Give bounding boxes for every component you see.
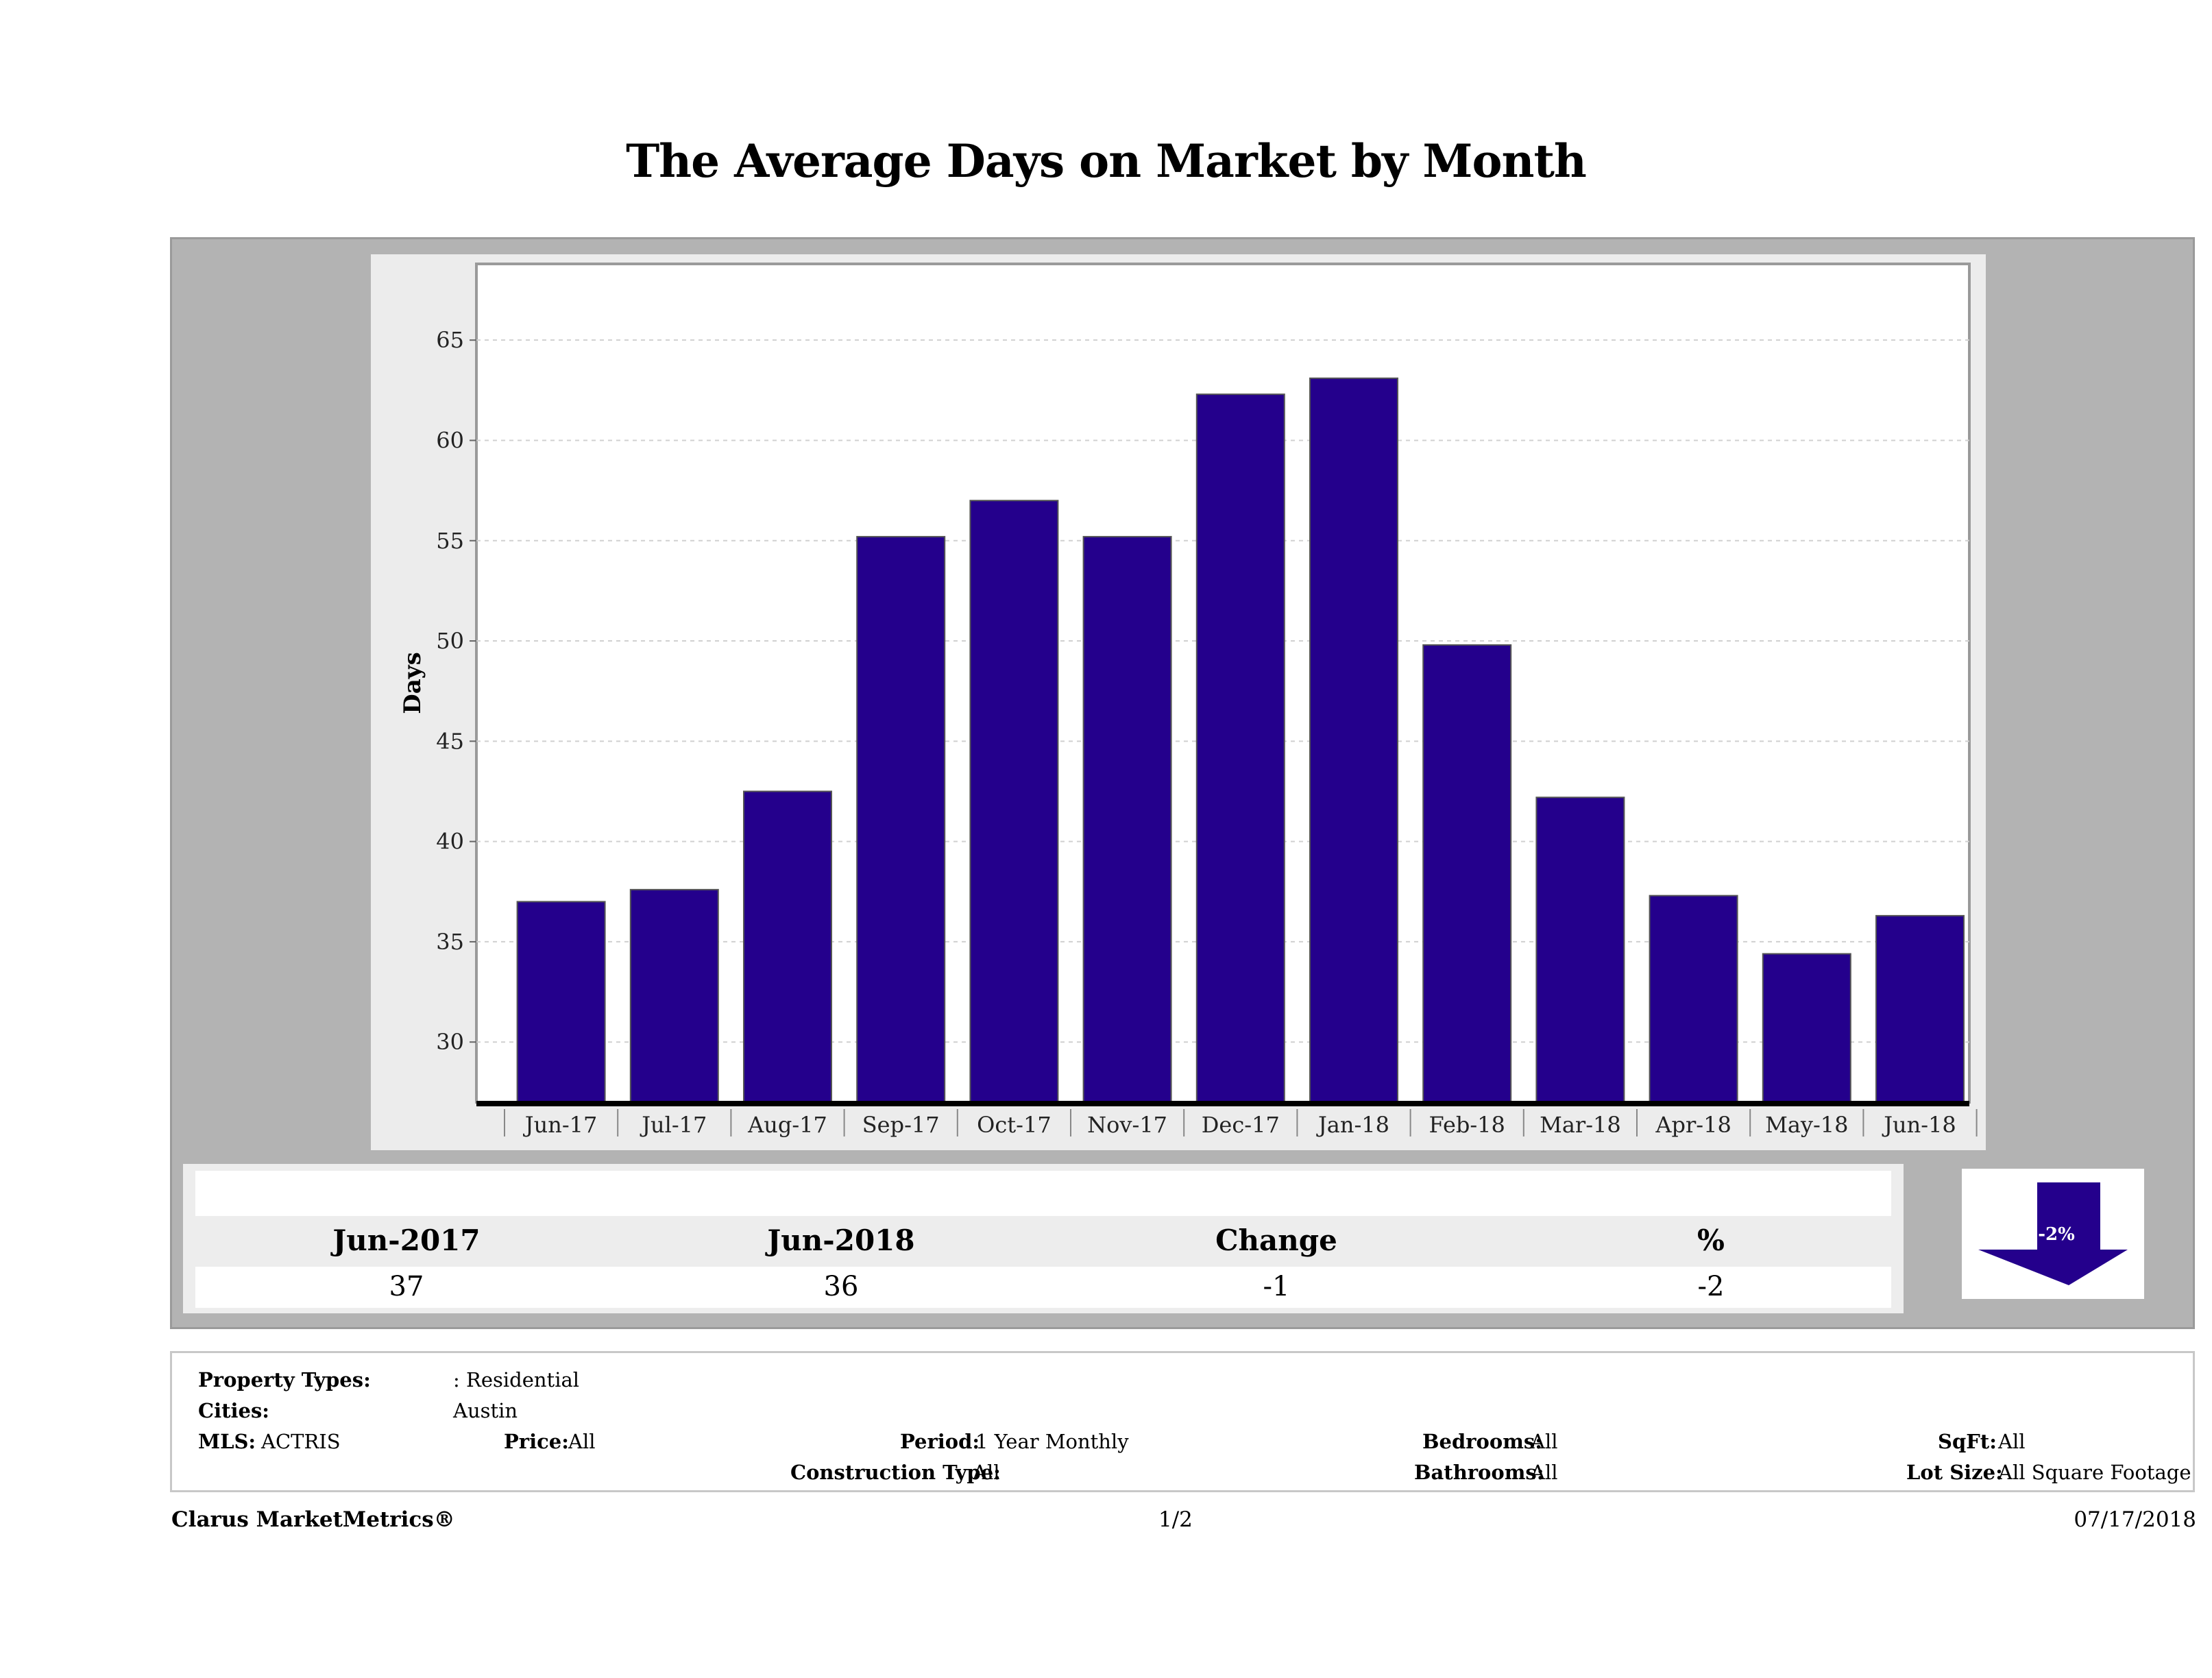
period-value: 1 Year Monthly [975, 1430, 1129, 1453]
bar [1762, 953, 1851, 1103]
bar [1309, 377, 1398, 1104]
bedrooms-value: All [1531, 1430, 1558, 1453]
bar [743, 790, 832, 1104]
period-label: Period: [900, 1430, 980, 1453]
x-tick-label: Jan-18 [1316, 1112, 1389, 1138]
bar [1422, 644, 1512, 1103]
footer-brand: Clarus MarketMetrics® [171, 1507, 455, 1532]
x-tick-label: Jun-17 [523, 1112, 598, 1138]
property-types-value: : Residential [453, 1368, 580, 1391]
bar [969, 500, 1059, 1104]
bathrooms-value: All [1531, 1461, 1558, 1484]
footer-page-number: 1/2 [1158, 1507, 1193, 1532]
bar [1195, 393, 1285, 1103]
y-tick-label: 55 [436, 528, 464, 554]
cities-value: Austin [453, 1399, 518, 1422]
summary-header-percent: % [1697, 1224, 1725, 1257]
y-tick-label: 35 [436, 929, 464, 955]
down-arrow-icon: -2% [1978, 1182, 2128, 1285]
y-tick-label: 30 [436, 1029, 464, 1055]
x-tick-label: Jul-17 [640, 1112, 707, 1138]
bar [516, 901, 606, 1103]
x-tick-label: Oct-17 [977, 1112, 1052, 1138]
cities-label: Cities: [198, 1399, 269, 1422]
y-tick-label: 50 [436, 628, 464, 654]
summary-table: Jun-2017 Jun-2018 Change % 37 36 -1 -2 [183, 1164, 1904, 1313]
lot-size-label: Lot Size: [1906, 1461, 2003, 1484]
construction-value: All [973, 1461, 1000, 1484]
summary-value-start: 37 [389, 1271, 424, 1302]
filter-panel: Property Types: : Residential Cities: Au… [170, 1351, 2195, 1492]
down-arrow-shape [1978, 1182, 2128, 1285]
x-tick-label: May-18 [1765, 1112, 1848, 1138]
bar [1535, 797, 1625, 1103]
lot-size-value: All Square Footage [1998, 1461, 2191, 1484]
y-tick-label: 45 [436, 728, 464, 754]
y-axis-title: Days [399, 652, 426, 714]
bedrooms-label: Bedrooms: [1422, 1430, 1542, 1453]
bar [1082, 535, 1172, 1103]
summary-value-row: 37 36 -1 -2 [195, 1267, 1891, 1308]
price-label: Price: [504, 1430, 569, 1453]
summary-spacer [195, 1171, 1891, 1216]
mls-value: ACTRIS [261, 1430, 341, 1453]
sqft-value: All [1998, 1430, 2026, 1453]
summary-header-end: Jun-2018 [767, 1224, 915, 1257]
property-types-label: Property Types: [198, 1368, 371, 1391]
x-tick-label: Feb-18 [1429, 1112, 1505, 1138]
summary-value-change: -1 [1263, 1271, 1290, 1302]
x-tick-label: Apr-18 [1655, 1112, 1731, 1138]
chart-area: 30 35 40 45 50 55 60 65 Days Jun-17 Jul-17 Aug-17 Se… [371, 254, 1986, 1150]
sqft-label: SqFt: [1938, 1430, 1997, 1453]
bar [1649, 895, 1738, 1103]
change-badge: -2% [2038, 1224, 2075, 1245]
summary-header-row: Jun-2017 Jun-2018 Change % [195, 1220, 1891, 1261]
y-tick-label: 65 [436, 327, 464, 353]
bar [629, 888, 719, 1104]
bar-chart: 30 35 40 45 50 55 60 65 Days Jun-17 Jul-17 Aug-17 Se… [399, 263, 1978, 1138]
page-title: The Average Days on Market by Month [626, 134, 1587, 188]
x-tick-label: Sep-17 [862, 1112, 940, 1138]
x-tick-label: Dec-17 [1202, 1112, 1280, 1138]
chart-panel: 30 35 40 45 50 55 60 65 Days Jun-17 Jul-17 Aug-17 Se… [170, 237, 2195, 1329]
footer-date: 07/17/2018 [2074, 1507, 2196, 1532]
price-value: All [568, 1430, 596, 1453]
bar [1875, 914, 1965, 1104]
y-tick-label: 40 [436, 829, 464, 855]
summary-header-change: Change [1215, 1224, 1337, 1257]
summary-value-percent: -2 [1697, 1271, 1725, 1302]
x-tick-label: Jun-18 [1882, 1112, 1956, 1138]
x-tick-label: Aug-17 [747, 1112, 827, 1138]
summary-header-start: Jun-2017 [332, 1224, 481, 1257]
y-tick-label: 60 [436, 427, 464, 453]
bar [856, 535, 946, 1103]
construction-label: Construction Type: [790, 1461, 1001, 1484]
mls-label: MLS: [198, 1430, 256, 1453]
change-indicator: -2% [1962, 1169, 2144, 1299]
x-tick-label: Mar-18 [1540, 1112, 1621, 1138]
bathrooms-label: Bathrooms: [1414, 1461, 1544, 1484]
x-tick-label: Nov-17 [1087, 1112, 1167, 1138]
summary-value-end: 36 [823, 1271, 859, 1302]
